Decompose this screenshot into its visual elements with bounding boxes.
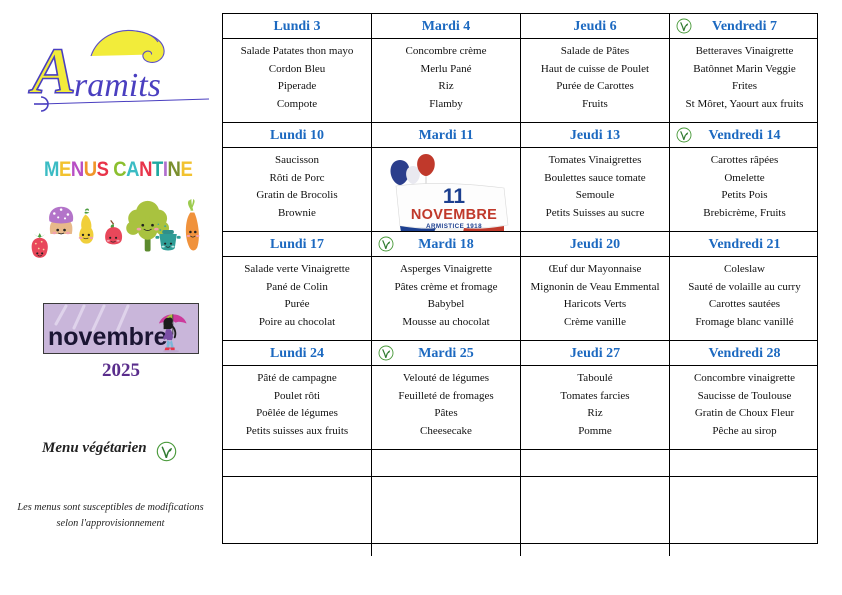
- svg-text:novembre: novembre: [48, 323, 168, 351]
- svg-text:A: A: [28, 35, 76, 108]
- svg-text:NOVEMBRE: NOVEMBRE: [411, 207, 497, 223]
- svg-text:11: 11: [443, 185, 466, 208]
- svg-text:ramits: ramits: [74, 67, 161, 104]
